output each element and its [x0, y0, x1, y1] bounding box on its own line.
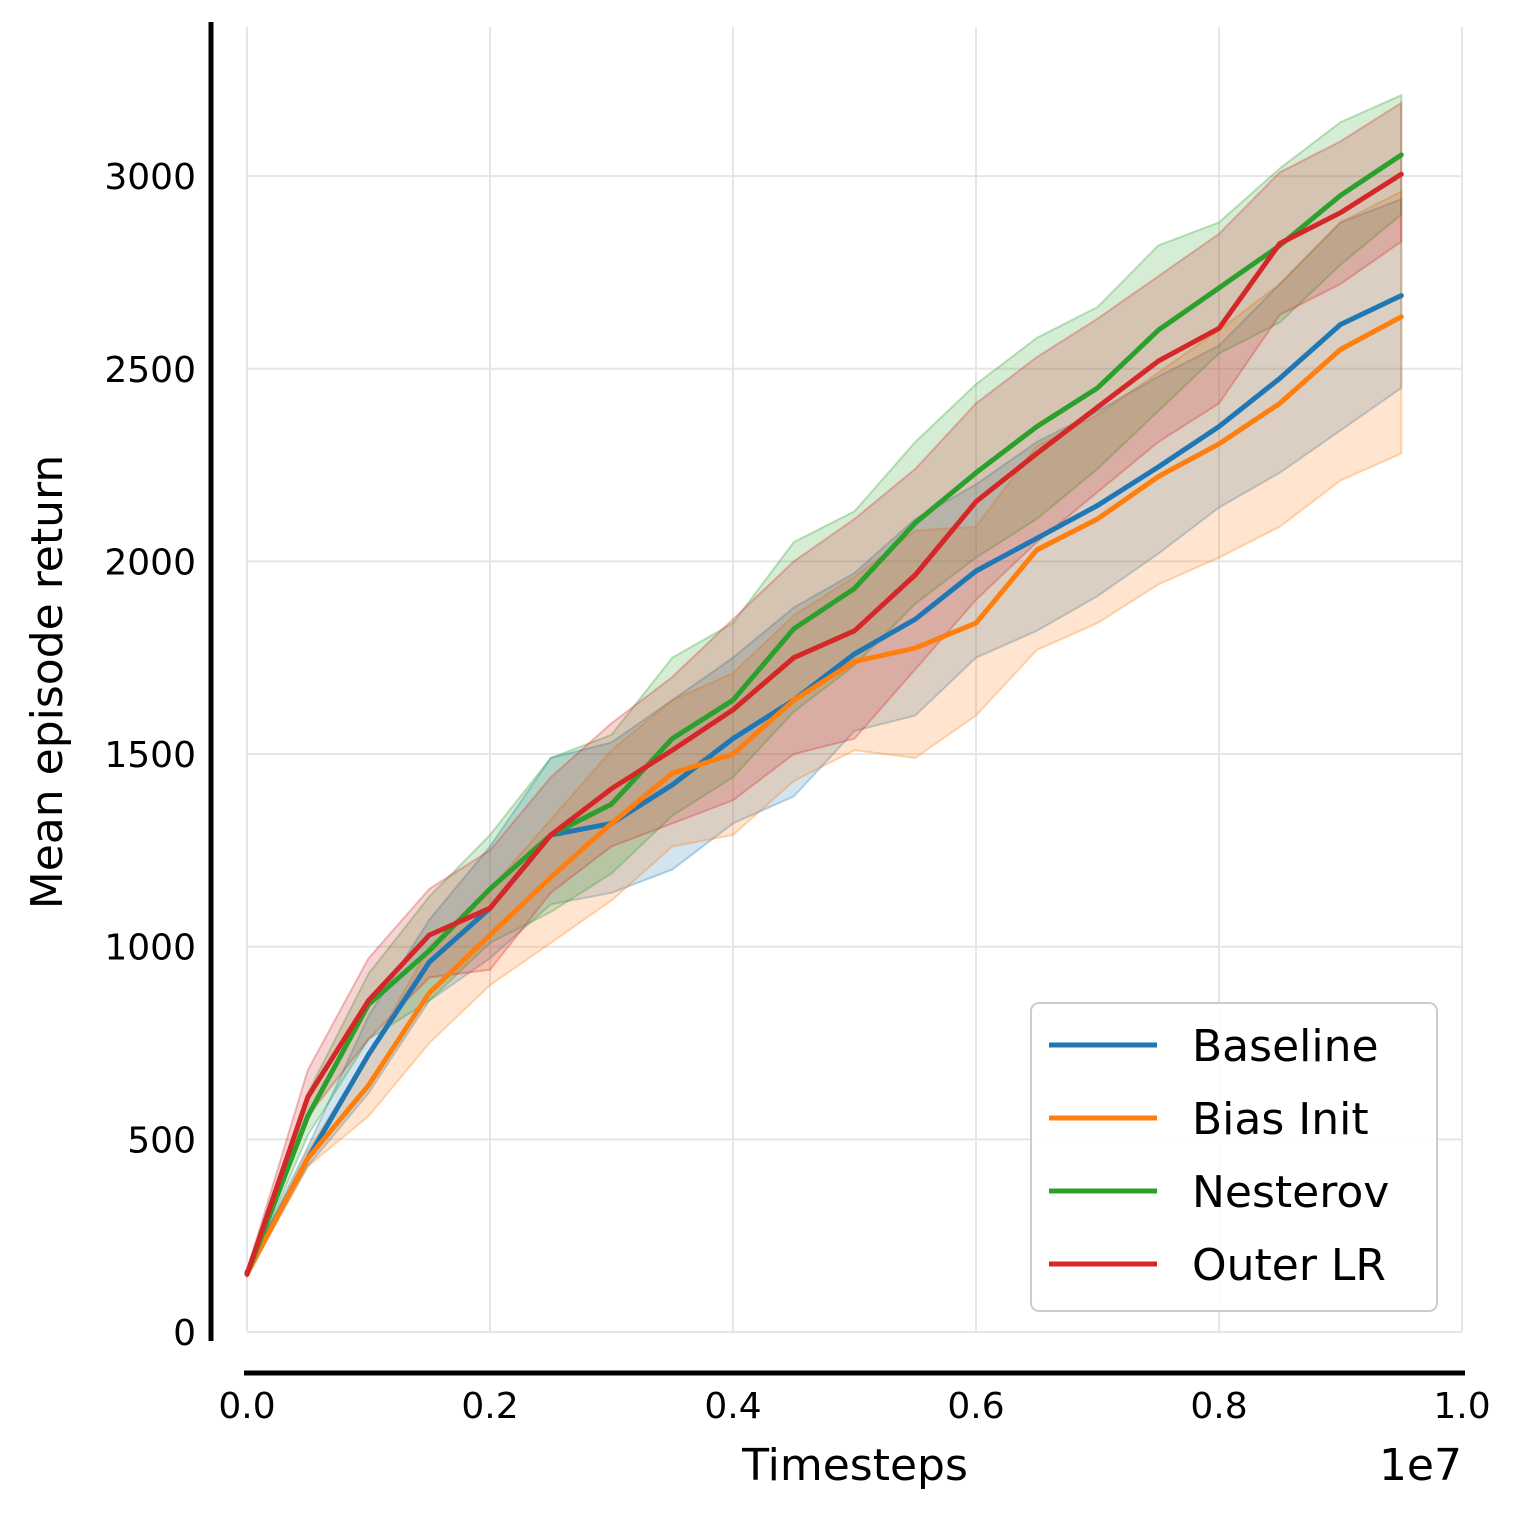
legend-label-bias-init: Bias Init	[1192, 1094, 1369, 1145]
legend-frame	[1030, 1002, 1438, 1312]
legend: Baseline Bias Init Nesterov Outer LR	[1030, 1002, 1438, 1312]
legend-label-nesterov: Nesterov	[1192, 1167, 1389, 1218]
y-tick-label: 1500	[104, 735, 196, 776]
series-lines	[244, 152, 1404, 1277]
line-outer-lr	[244, 171, 1404, 1277]
x-tick-label: 0.2	[461, 1386, 518, 1427]
legend-label-baseline: Baseline	[1192, 1021, 1379, 1072]
band-baseline	[246, 197, 1403, 1279]
axes	[208, 22, 1465, 1376]
band-bias-init	[246, 189, 1403, 1280]
x-tick-label: 0.8	[1190, 1386, 1247, 1427]
legend-label-outer-lr: Outer LR	[1192, 1240, 1386, 1291]
y-tick-label: 2500	[104, 350, 196, 391]
band-nesterov	[246, 93, 1403, 1277]
line-baseline	[244, 293, 1404, 1275]
tick-labels: 0.0 0.2 0.4 0.6 0.8 1.0 0 500 1000 1500 2000 2500 30…	[104, 157, 1490, 1427]
y-tick-label: 3000	[104, 157, 196, 198]
x-tick-label: 0.0	[218, 1386, 275, 1427]
y-tick-label: 0	[173, 1313, 196, 1354]
x-axis-offset-label: 1e7	[1379, 1440, 1462, 1491]
line-bias-init	[244, 314, 1404, 1277]
line-nesterov	[244, 152, 1404, 1277]
x-tick-label: 0.6	[947, 1386, 1004, 1427]
x-axis-title: Timesteps	[741, 1440, 968, 1491]
y-tick-label: 500	[127, 1120, 196, 1161]
x-tick-label: 0.4	[704, 1386, 761, 1427]
y-tick-label: 1000	[104, 928, 196, 969]
x-tick-label: 1.0	[1433, 1386, 1490, 1427]
y-tick-label: 2000	[104, 542, 196, 583]
y-axis-title: Mean episode return	[22, 455, 73, 909]
